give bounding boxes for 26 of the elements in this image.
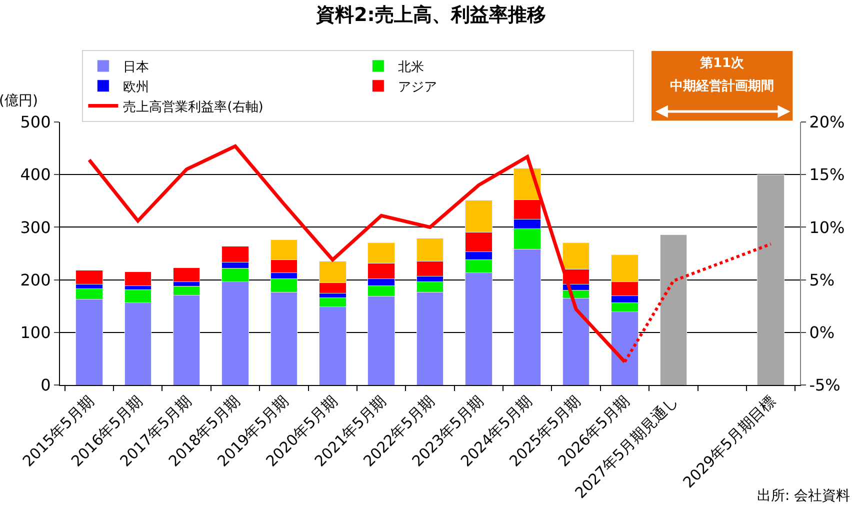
legend-label: 日本 bbox=[123, 60, 150, 76]
chart-title: 資料2:売上高、利益率推移 bbox=[315, 4, 546, 26]
y-tick-label: 400 bbox=[20, 165, 51, 184]
y-tick-label: 300 bbox=[20, 218, 51, 237]
legend-label: 北米 bbox=[398, 60, 424, 76]
y2-tick-label: 15% bbox=[809, 165, 845, 184]
legend-label: アジア bbox=[398, 80, 438, 95]
text: 第11次 bbox=[699, 56, 746, 71]
bar bbox=[124, 272, 152, 286]
legend-label: 売上高営業利益率(右軸) bbox=[123, 98, 264, 115]
bar bbox=[660, 234, 688, 385]
y-axis-title: (億円) bbox=[0, 93, 38, 109]
y-tick-label: 0 bbox=[40, 376, 51, 395]
y2-tick-label: -5% bbox=[809, 376, 840, 395]
y2-tick-label: 20% bbox=[809, 112, 845, 132]
y2-tick-label: 0% bbox=[809, 323, 835, 342]
bar bbox=[757, 174, 784, 385]
text: 出所: 会社資料 bbox=[757, 488, 850, 504]
y2-tick-label: 5% bbox=[809, 270, 835, 290]
y-tick-label: 100 bbox=[20, 323, 51, 342]
legend-label: 欧州 bbox=[123, 80, 150, 95]
y-tick-label: 500 bbox=[20, 112, 51, 132]
y-tick-label: 200 bbox=[20, 270, 51, 290]
text: 中期経営計画期間 bbox=[670, 78, 774, 94]
y2-tick-label: 10% bbox=[809, 218, 845, 237]
bar bbox=[172, 267, 200, 282]
